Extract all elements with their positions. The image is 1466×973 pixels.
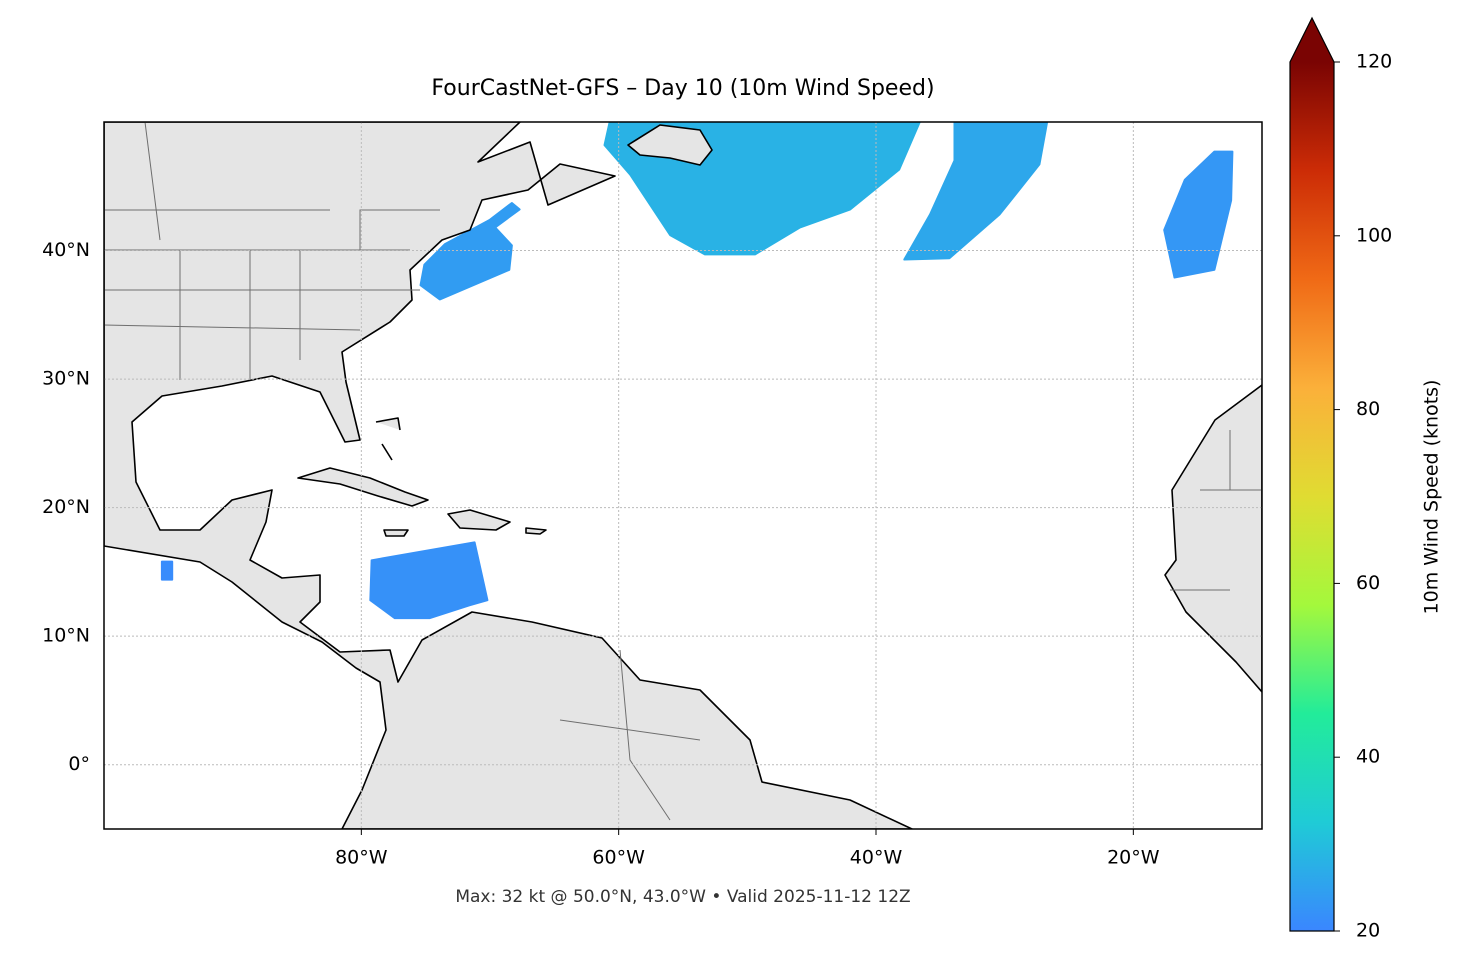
africa — [1164, 384, 1262, 693]
puerto-rico — [525, 527, 547, 535]
x-tick-label: 80°W — [335, 847, 388, 869]
y-tick-label: 0° — [68, 753, 90, 775]
colorbar-tick-label: 120 — [1356, 51, 1392, 73]
colorbar-extend — [1290, 18, 1334, 62]
jamaica — [383, 529, 409, 537]
y-tick-label: 20°N — [42, 496, 90, 518]
wind-area — [369, 541, 489, 620]
hispaniola — [447, 509, 511, 531]
wind-field — [160, 122, 1234, 620]
x-tick-label: 60°W — [592, 847, 645, 869]
grid — [104, 122, 1262, 829]
x-tick-label: 40°W — [850, 847, 903, 869]
colorbar-tick-label: 40 — [1356, 746, 1380, 768]
wind-area — [160, 560, 174, 581]
colorbar — [1290, 62, 1334, 931]
map-area — [104, 122, 1262, 829]
colorbar-label: 10m Wind Speed (knots) — [1421, 380, 1443, 615]
colorbar-tick-label: 60 — [1356, 572, 1380, 594]
colorbar-outline — [1289, 16, 1335, 932]
wind-area — [903, 122, 1049, 261]
subtitle: Max: 32 kt @ 50.0°N, 43.0°W • Valid 2025… — [455, 887, 910, 907]
wind-area — [1163, 150, 1234, 279]
cuba — [297, 467, 429, 507]
americas — [104, 122, 913, 829]
y-tick-label: 40°N — [42, 239, 90, 261]
borders — [104, 122, 1262, 821]
chart-title: FourCastNet-GFS – Day 10 (10m Wind Speed… — [431, 76, 934, 101]
colorbar-tick-label: 20 — [1356, 920, 1380, 942]
y-tick-label: 30°N — [42, 368, 90, 390]
colorbar-tick-label: 80 — [1356, 398, 1380, 420]
wind-area — [419, 201, 521, 301]
newfoundland — [627, 124, 713, 166]
y-tick-label: 10°N — [42, 625, 90, 647]
bahamas — [375, 417, 401, 461]
colorbar-tick-label: 100 — [1356, 224, 1392, 246]
map-frame — [103, 121, 1263, 830]
x-tick-label: 20°W — [1107, 847, 1160, 869]
